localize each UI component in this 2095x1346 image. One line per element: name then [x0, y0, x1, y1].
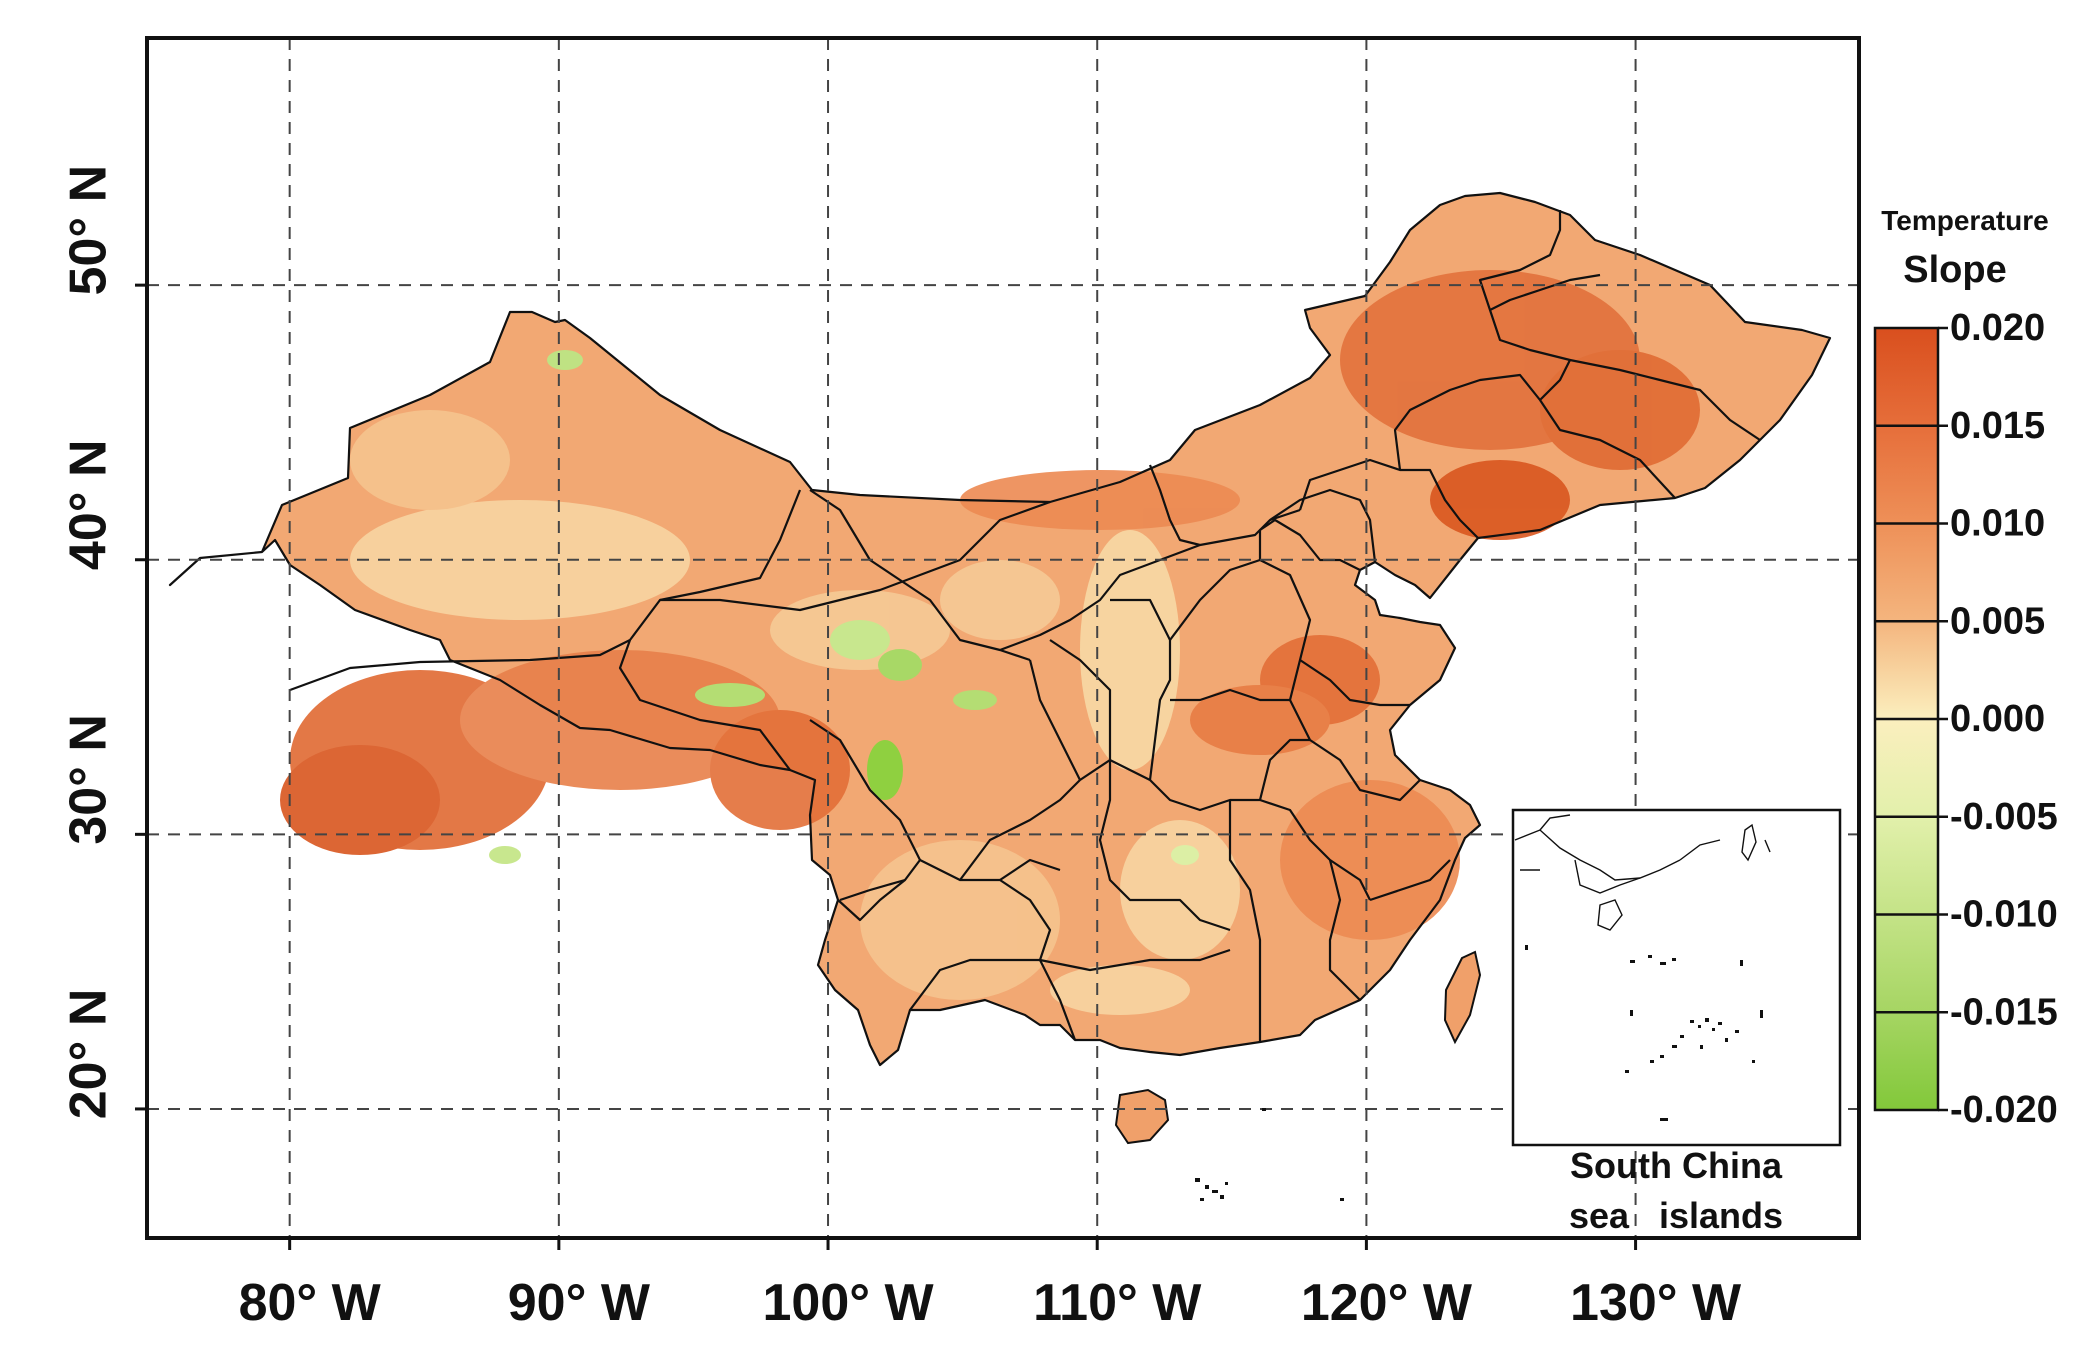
- cooling-patches: [489, 350, 1199, 865]
- legend-tick-label: -0.005: [1950, 796, 2058, 838]
- legend: Temperature Slope 0.0200.0150.0100.0050.…: [1873, 205, 2058, 1131]
- x-tick-label: 90° W: [508, 1274, 651, 1332]
- x-tick-label: 100° W: [762, 1274, 934, 1332]
- y-tick-label: 30° N: [60, 714, 118, 845]
- legend-tick-label: -0.015: [1950, 991, 2058, 1033]
- land-layer: [168, 191, 1832, 1145]
- inset-label-line2: sea islands: [1569, 1195, 1783, 1236]
- x-tick-label: 110° W: [1033, 1274, 1202, 1332]
- x-axis-labels: 80° W 90° W 100° W 110° W 120° W 130° W: [239, 1238, 1742, 1332]
- x-tick-label: 120° W: [1301, 1274, 1473, 1332]
- y-tick-label: 40° N: [60, 439, 118, 570]
- south-china-sea-inset: South China sea islands: [1511, 808, 1842, 1236]
- x-tick-label: 130° W: [1570, 1274, 1742, 1332]
- y-axis-labels: 20° N 30° N 40° N 50° N: [60, 165, 147, 1119]
- map-frame: [145, 36, 1861, 1240]
- inset-label-line1: South China: [1570, 1145, 1783, 1186]
- legend-title-line2: Slope: [1903, 249, 2006, 291]
- legend-title-line1: Temperature: [1881, 205, 2049, 236]
- legend-tick-label: 0.010: [1950, 503, 2045, 545]
- inset-coastlines: [1514, 814, 1771, 931]
- province-boundaries: [168, 191, 1832, 1067]
- china-outline: [168, 191, 1832, 1067]
- legend-tick-label: -0.020: [1950, 1089, 2058, 1131]
- graticule: [147, 38, 1859, 1238]
- inset-frame: [1511, 808, 1842, 1147]
- legend-tick-label: 0.015: [1950, 405, 2045, 447]
- y-tick-label: 20° N: [60, 989, 118, 1120]
- taiwan-island: [1443, 950, 1482, 1045]
- legend-ticks: 0.020 0.015 0.010 0.005 0.000 -0.005 -0.010 -0.…: [1875, 307, 2058, 1131]
- legend-tick-label: 0.020: [1950, 307, 2045, 349]
- y-tick-label: 50° N: [60, 165, 118, 296]
- inset-islands: [1525, 945, 1763, 1121]
- legend-tick-label: -0.010: [1950, 894, 2058, 936]
- scattered-islands: [1195, 1108, 1344, 1201]
- warming-patches: [280, 270, 1700, 940]
- legend-tick-label: 0.005: [1950, 600, 2045, 642]
- hainan-island: [1114, 1088, 1170, 1145]
- x-tick-label: 80° W: [239, 1274, 382, 1332]
- legend-tick-label: 0.000: [1950, 698, 2045, 740]
